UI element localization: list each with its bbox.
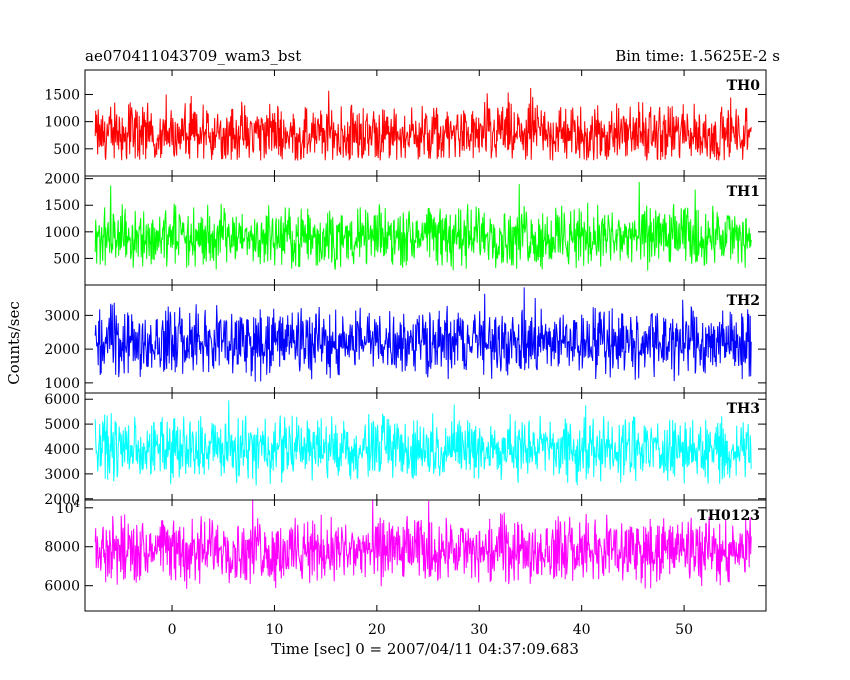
- series-th1-line: [94, 181, 752, 271]
- y-tick-label: 6000: [44, 392, 80, 408]
- y-tick-label: 8000: [44, 540, 80, 556]
- y-tick-label: 2000: [44, 172, 80, 188]
- series-th3-line: [94, 400, 752, 486]
- panel-th3: 2000 3000 4000 5000 6000 TH3: [44, 392, 767, 508]
- x-tick-label: 50: [675, 622, 693, 638]
- panel-label: TH2: [727, 293, 760, 309]
- x-axis-label: Time [sec] 0 = 2007/04/11 04:37:09.683: [271, 640, 579, 658]
- y-axis-label: Counts/sec: [5, 301, 23, 385]
- x-tick-label: 30: [470, 622, 488, 638]
- panel-frame: [84, 499, 767, 612]
- y-tick-label: 5000: [44, 417, 80, 433]
- panel-label: TH3: [727, 401, 760, 417]
- y-tick-label: 2000: [44, 342, 80, 358]
- panel-th2: 1000 2000 3000 TH2: [44, 284, 767, 394]
- panel-th1: 500 1000 1500 2000 TH1: [44, 172, 767, 286]
- y-tick-label: 500: [53, 142, 80, 158]
- series-th0123-line: [94, 499, 752, 589]
- series-th0-line: [94, 87, 752, 161]
- bin-time-label: Bin time: 1.5625E-2 s: [615, 47, 780, 65]
- y-tick-label: 500: [53, 251, 80, 267]
- y-tick-label: 1000: [44, 115, 80, 131]
- y-tick-label: 3000: [44, 308, 80, 324]
- panel-th0123: 6000 8000 104 TH0123: [44, 499, 767, 612]
- y-tick-label: 6000: [44, 579, 80, 595]
- chart-title: ae070411043709_wam3_bst: [85, 47, 301, 65]
- y-tick-label: 2000: [44, 492, 80, 508]
- y-tick-label: 104: [56, 499, 80, 517]
- y-tick-label: 1500: [44, 198, 80, 214]
- panel-label: TH0: [727, 78, 761, 94]
- panel-label: TH0123: [697, 508, 760, 524]
- y-tick-label: 1000: [44, 376, 80, 392]
- x-tick-label: 0: [168, 622, 177, 638]
- y-tick-label: 3000: [44, 467, 80, 483]
- x-tick-label: 10: [266, 622, 284, 638]
- y-tick-label: 4000: [44, 442, 80, 458]
- panels: 50010001500TH0500100015002000TH110002000…: [44, 69, 767, 638]
- y-tick-label: 1500: [44, 87, 80, 103]
- panel-th0: 500 1000 1500 TH0: [44, 69, 767, 177]
- panel-label: TH1: [727, 184, 760, 200]
- y-tick-label: 1000: [44, 225, 80, 241]
- x-tick-label: 20: [368, 622, 386, 638]
- series-th2-line: [94, 287, 752, 382]
- x-tick-label: 40: [573, 622, 591, 638]
